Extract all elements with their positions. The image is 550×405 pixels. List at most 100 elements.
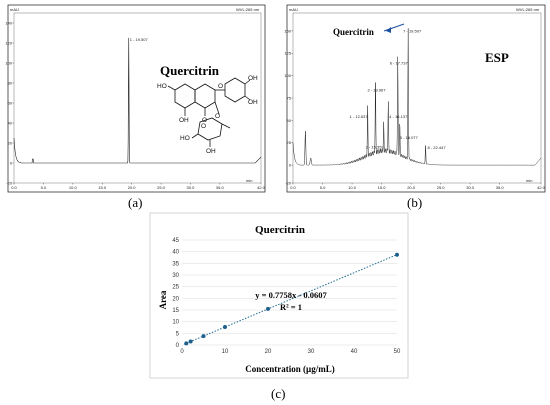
x-tick-label: 15.0 bbox=[98, 185, 107, 190]
y-tick-label: -20 bbox=[6, 180, 13, 185]
y-tick-label: 5 bbox=[176, 331, 180, 337]
svg-text:O: O bbox=[202, 117, 207, 124]
x-tick-label: 50 bbox=[394, 349, 401, 355]
panel-label-b: (b) bbox=[407, 195, 422, 210]
peak-label: 4 - 16.137 bbox=[389, 114, 408, 119]
x-tick-label: 35.0 bbox=[496, 185, 505, 190]
panel-b-wavelength: WVL:265 nm bbox=[516, 7, 540, 12]
svg-text:O: O bbox=[201, 123, 206, 130]
x-tick-label: 20.0 bbox=[407, 185, 416, 190]
x-tick-label: 25.0 bbox=[157, 185, 166, 190]
svg-text:OH: OH bbox=[248, 75, 258, 82]
svg-text:OH: OH bbox=[179, 117, 189, 124]
panel-c-x-label: Concentration (µg/mL) bbox=[245, 364, 334, 374]
y-tick-label: 30 bbox=[172, 273, 179, 279]
peak-label: 1 - 12.637 bbox=[350, 114, 369, 119]
y-tick-label: 100 bbox=[284, 73, 291, 78]
panel-c-y-label: Area bbox=[158, 290, 168, 309]
y-tick-label: 40 bbox=[8, 120, 13, 125]
x-tick-label: 20.0 bbox=[128, 185, 137, 190]
x-tick-label: 5.0 bbox=[320, 185, 326, 190]
x-tick-label: 10 bbox=[222, 349, 229, 355]
x-tick-label: 42.0 bbox=[257, 185, 266, 190]
panel-c-y-ticks: 0 5 10 15 20 25 30 35 40 45 bbox=[172, 238, 179, 349]
y-tick-label: 0 bbox=[176, 343, 180, 349]
x-tick-label: 25.0 bbox=[437, 185, 446, 190]
y-tick-label: 50 bbox=[287, 118, 292, 123]
panel-c-frame bbox=[149, 212, 409, 379]
y-tick-label: -20 bbox=[285, 180, 292, 185]
y-tick-label: 60 bbox=[8, 100, 13, 105]
chromatogram-quercitrin: mAU WVL:265 nm min -20 0 20 40 60 80 100 120 140… bbox=[5, 4, 266, 193]
panel-a-peak-labels: 1 - 19.507 bbox=[130, 37, 149, 42]
x-tick-label: 20 bbox=[265, 349, 272, 355]
y-tick-label: 45 bbox=[172, 238, 179, 244]
y-tick-label: 20 bbox=[172, 296, 179, 302]
panel-b-trace bbox=[292, 28, 542, 166]
y-tick-label: 0 bbox=[289, 163, 292, 168]
x-tick-label: 0 bbox=[180, 349, 184, 355]
quercitrin-structure bbox=[167, 77, 251, 147]
x-tick-label: 40 bbox=[351, 349, 358, 355]
data-point bbox=[184, 341, 189, 346]
y-tick-label: 150 bbox=[284, 28, 291, 33]
data-point bbox=[201, 334, 206, 339]
panel-a-x-ticks: 0.0 5.0 10.0 15.0 20.0 25.0 30.0 35.0 42.0 bbox=[11, 183, 266, 190]
peak-label: 1 - 19.507 bbox=[130, 37, 149, 42]
chromatogram-esp: mAU WVL:265 nm min -20 0 25 50 75 100 125 150 0… bbox=[284, 4, 546, 193]
panel-a-wavelength: WVL:265 nm bbox=[236, 7, 260, 12]
panel-b-callout: Quercitrin bbox=[333, 27, 374, 37]
peak-label: 8 - 22.447 bbox=[428, 145, 447, 150]
panel-c-x-ticks: 0 10 20 30 40 50 bbox=[180, 349, 401, 355]
svg-text:HO: HO bbox=[157, 83, 167, 90]
svg-text:OH: OH bbox=[206, 148, 216, 155]
svg-text:HO: HO bbox=[180, 135, 190, 142]
panel-a-trace bbox=[13, 37, 262, 164]
y-tick-label: 0 bbox=[10, 160, 13, 165]
peak-label: 5 - 18.077 bbox=[400, 135, 419, 140]
panel-c-points bbox=[184, 252, 399, 346]
data-point bbox=[395, 252, 399, 257]
y-tick-label: 100 bbox=[5, 60, 12, 65]
panel-a-x-unit: min bbox=[246, 178, 252, 183]
peak-label: 6 - 17.737 bbox=[390, 61, 409, 66]
panel-b-title: ESP bbox=[485, 50, 509, 65]
panel-a-y-unit: mAU bbox=[10, 7, 19, 12]
panel-label-a: (a) bbox=[128, 195, 142, 210]
panel-c-gridlines bbox=[182, 239, 397, 346]
x-tick-label: 15.0 bbox=[378, 185, 387, 190]
panel-b-y-unit: mAU bbox=[289, 7, 298, 12]
y-tick-label: 40 bbox=[172, 250, 179, 256]
y-tick-label: 20 bbox=[8, 140, 13, 145]
x-tick-label: 0.0 bbox=[290, 185, 296, 190]
x-tick-label: 30 bbox=[308, 349, 315, 355]
panel-b-x-ticks: 0.0 5.0 10.0 15.0 20.0 25.0 30.0 35.0 42.0 bbox=[290, 183, 546, 190]
x-tick-label: 42.0 bbox=[537, 185, 546, 190]
x-tick-label: 30.0 bbox=[187, 185, 196, 190]
x-tick-label: 30.0 bbox=[466, 185, 475, 190]
panel-label-c: (c) bbox=[271, 386, 285, 401]
panel-c-equation: y = 0.7758x - 0.0607 bbox=[255, 290, 327, 300]
y-tick-label: 140 bbox=[5, 20, 12, 25]
y-tick-label: 80 bbox=[8, 80, 13, 85]
panel-b-callout-arrowhead bbox=[386, 27, 391, 33]
peak-label: 3 - 15.353 bbox=[366, 144, 385, 149]
data-point bbox=[266, 306, 270, 311]
panel-c-title: Quercitrin bbox=[255, 224, 305, 236]
panel-b-peak-labels: 1 - 12.637 2 - 13.967 3 - 15.353 4 - 16.137… bbox=[350, 28, 447, 150]
x-tick-label: 0.0 bbox=[11, 185, 17, 190]
svg-text:O: O bbox=[218, 83, 223, 90]
y-tick-label: 75 bbox=[287, 95, 292, 100]
calibration-curve: Quercitrin 0 5 10 15 20 25 30 35 40 45 0 10 20 30 40 5… bbox=[149, 212, 409, 379]
svg-text:O: O bbox=[215, 113, 220, 120]
panel-a-frame bbox=[7, 4, 266, 193]
panel-a-plot-area bbox=[13, 12, 262, 184]
panel-c-r-squared: R² = 1 bbox=[280, 302, 302, 312]
panel-c-trendline bbox=[183, 254, 398, 345]
y-tick-label: 120 bbox=[5, 40, 12, 45]
x-tick-label: 5.0 bbox=[41, 185, 47, 190]
panel-b-y-ticks: -20 0 25 50 75 100 125 150 bbox=[284, 28, 293, 185]
y-tick-label: 15 bbox=[172, 308, 179, 314]
svg-text:OH: OH bbox=[248, 99, 258, 106]
